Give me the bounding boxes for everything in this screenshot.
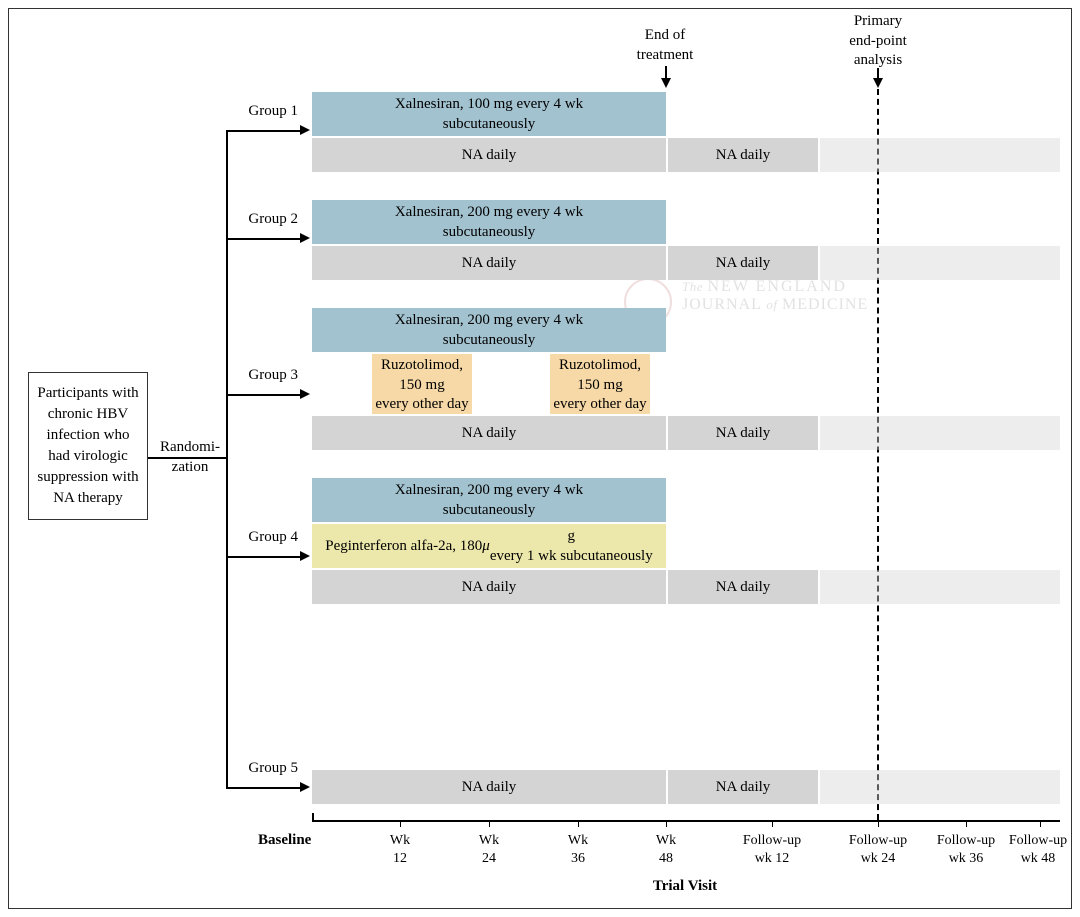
group-4-peginterferon-bar: Peginterferon alfa-2a, 180 μgevery 1 wk … xyxy=(312,524,666,568)
group-5-na-followup-bar: NA daily xyxy=(668,770,818,804)
watermark-text: The NEW ENGLAND JOURNAL of MEDICINE xyxy=(682,278,868,314)
group-4-arrow xyxy=(300,551,310,561)
group-1-label: Group 1 xyxy=(232,103,298,120)
group-3-xalnesiran-bar: Xalnesiran, 200 mg every 4 wksubcutaneou… xyxy=(312,308,666,352)
group-2-na-followup-bar: NA daily xyxy=(668,246,818,280)
tick-wk36 xyxy=(578,820,579,827)
group-1-branch xyxy=(226,130,300,132)
tick-label-fu24: Follow-upwk 24 xyxy=(838,832,918,868)
group-4-label: Group 4 xyxy=(232,529,298,546)
end-of-treatment-arrow-stem xyxy=(665,66,667,78)
tick-wk24 xyxy=(489,820,490,827)
primary-endpoint-dashed-line xyxy=(877,89,879,820)
end-of-treatment-arrow xyxy=(661,78,671,88)
group-5-branch xyxy=(226,787,300,789)
connector-main xyxy=(148,457,227,459)
primary-endpoint-label: Primaryend-pointanalysis xyxy=(820,12,936,71)
group-3-na-followup-bar: NA daily xyxy=(668,416,818,450)
group-2-label: Group 2 xyxy=(232,211,298,228)
connector-spine xyxy=(226,130,228,787)
group-1-arrow xyxy=(300,125,310,135)
group-1-na-treatment-bar: NA daily xyxy=(312,138,666,172)
group-1-na-late-bar xyxy=(820,138,1060,172)
tick-fu48 xyxy=(1040,820,1041,827)
tick-fu36 xyxy=(966,820,967,827)
group-4-na-followup-bar: NA daily xyxy=(668,570,818,604)
x-axis-left-cap xyxy=(312,813,314,821)
group-3-arrow xyxy=(300,389,310,399)
group-4-na-late-bar xyxy=(820,570,1060,604)
group-5-na-late-bar xyxy=(820,770,1060,804)
group-5-label: Group 5 xyxy=(232,760,298,777)
x-axis-title: Trial Visit xyxy=(600,878,770,895)
tick-fu12 xyxy=(772,820,773,827)
end-of-treatment-label: End oftreatment xyxy=(600,26,730,65)
tick-fu24 xyxy=(878,820,879,827)
group-2-xalnesiran-bar: Xalnesiran, 200 mg every 4 wksubcutaneou… xyxy=(312,200,666,244)
group-5-na-treatment-bar: NA daily xyxy=(312,770,666,804)
tick-label-baseline: Baseline xyxy=(258,832,311,849)
primary-endpoint-arrow-stem xyxy=(877,68,879,78)
group-4-xalnesiran-bar: Xalnesiran, 200 mg every 4 wksubcutaneou… xyxy=(312,478,666,522)
tick-label-wk24: Wk24 xyxy=(469,832,509,868)
tick-label-fu12: Follow-upwk 12 xyxy=(732,832,812,868)
group-1-na-followup-bar: NA daily xyxy=(668,138,818,172)
group-2-arrow xyxy=(300,233,310,243)
group-2-branch xyxy=(226,238,300,240)
tick-label-wk36: Wk36 xyxy=(558,832,598,868)
group-1-xalnesiran-bar: Xalnesiran, 100 mg every 4 wksubcutaneou… xyxy=(312,92,666,136)
tick-wk48 xyxy=(666,820,667,827)
group-3-label: Group 3 xyxy=(232,367,298,384)
group-3-na-late-bar xyxy=(820,416,1060,450)
participants-box: Participants with chronic HBV infection … xyxy=(28,372,148,520)
group-4-na-treatment-bar: NA daily xyxy=(312,570,666,604)
tick-label-fu48: Follow-upwk 48 xyxy=(998,832,1078,868)
group-2-na-late-bar xyxy=(820,246,1060,280)
tick-wk12 xyxy=(400,820,401,827)
x-axis xyxy=(312,820,1060,822)
group-3-ruzotolimod-2: Ruzotolimod,150 mgevery other day xyxy=(534,354,666,414)
group-4-branch xyxy=(226,556,300,558)
group-3-ruzotolimod-1: Ruzotolimod,150 mgevery other day xyxy=(356,354,488,414)
tick-label-wk48: Wk48 xyxy=(646,832,686,868)
group-3-na-treatment-bar: NA daily xyxy=(312,416,666,450)
participants-text: Participants with chronic HBV infection … xyxy=(37,385,138,506)
group-5-arrow xyxy=(300,782,310,792)
primary-endpoint-arrow xyxy=(873,78,883,88)
tick-label-wk12: Wk12 xyxy=(380,832,420,868)
group-2-na-treatment-bar: NA daily xyxy=(312,246,666,280)
tick-label-fu36: Follow-upwk 36 xyxy=(926,832,1006,868)
group-3-branch xyxy=(226,394,300,396)
